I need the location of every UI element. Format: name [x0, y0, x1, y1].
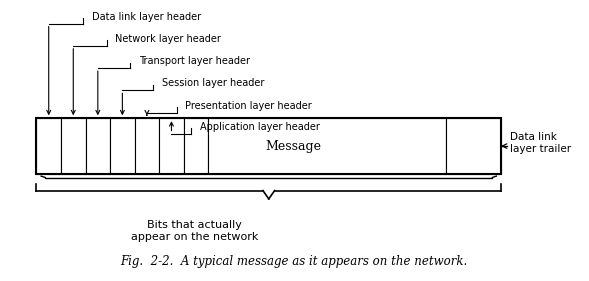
- Text: Network layer header: Network layer header: [115, 34, 221, 44]
- Bar: [61, 118, 85, 174]
- Text: Bits that actually
appear on the network: Bits that actually appear on the network: [131, 220, 258, 242]
- Text: Message: Message: [266, 140, 322, 153]
- Bar: [110, 118, 135, 174]
- Text: Session layer header: Session layer header: [162, 78, 264, 89]
- Text: Data link
layer trailer: Data link layer trailer: [510, 132, 571, 154]
- Bar: [37, 118, 501, 174]
- Text: Application layer header: Application layer header: [200, 122, 320, 132]
- Text: Data link layer header: Data link layer header: [92, 12, 201, 22]
- Bar: [85, 118, 110, 174]
- Text: Transport layer header: Transport layer header: [139, 56, 250, 66]
- Bar: [135, 118, 159, 174]
- Bar: [159, 118, 184, 174]
- Bar: [37, 118, 61, 174]
- Bar: [184, 118, 209, 174]
- Text: Presentation layer header: Presentation layer header: [186, 101, 312, 111]
- Bar: [209, 118, 445, 174]
- Text: Fig.  2-2.  A typical message as it appears on the network.: Fig. 2-2. A typical message as it appear…: [120, 255, 467, 268]
- Bar: [445, 118, 501, 174]
